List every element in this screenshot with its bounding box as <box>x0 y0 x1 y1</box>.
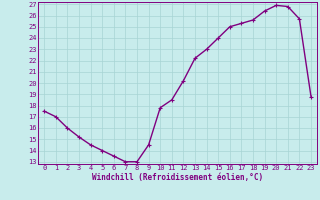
X-axis label: Windchill (Refroidissement éolien,°C): Windchill (Refroidissement éolien,°C) <box>92 173 263 182</box>
